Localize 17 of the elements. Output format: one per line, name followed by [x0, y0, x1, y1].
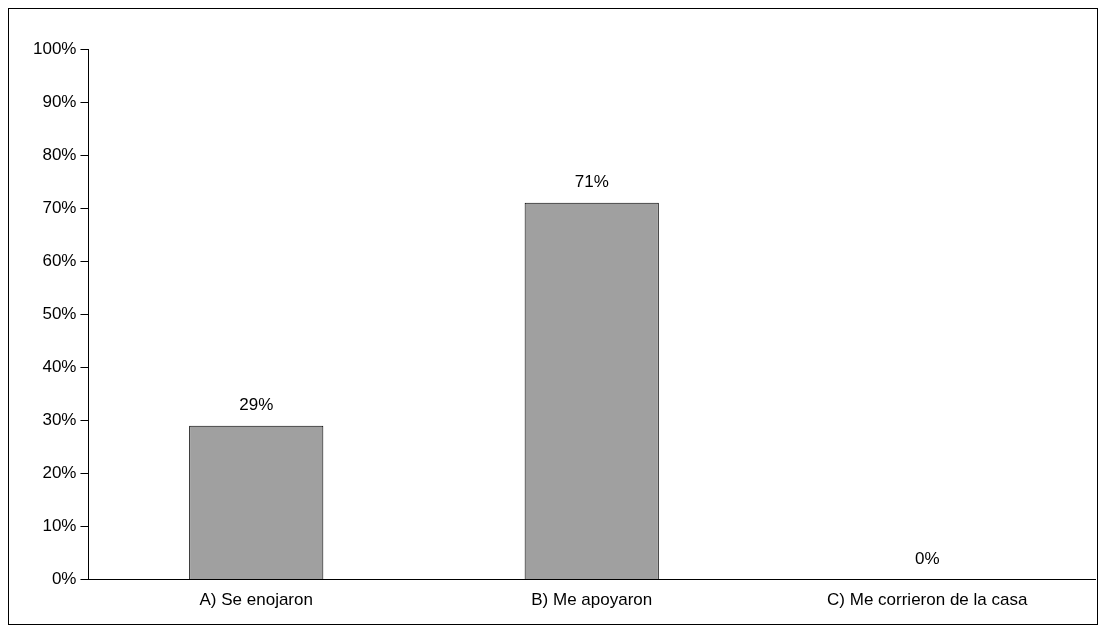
data-label: 71% — [574, 172, 609, 192]
x-tick-label: C) Me corrieron de la casa — [827, 590, 1028, 610]
y-tick-label: 0% — [51, 569, 77, 589]
y-tick-label: 100% — [33, 38, 77, 58]
x-tick-label: A) Se enojaron — [199, 590, 313, 610]
data-label: 0% — [914, 548, 940, 568]
y-tick-label: 70% — [42, 197, 77, 217]
y-tick-label: 10% — [42, 516, 77, 536]
y-tick-label: 50% — [42, 303, 77, 323]
y-tick-label: 60% — [42, 250, 77, 270]
y-tick-label: 90% — [42, 91, 77, 111]
y-tick-label: 20% — [42, 463, 77, 483]
x-tick-label: B) Me apoyaron — [531, 590, 653, 610]
y-tick-label: 30% — [42, 410, 77, 430]
data-label: 29% — [239, 394, 274, 414]
y-tick-label: 80% — [42, 144, 77, 164]
y-tick-label: 40% — [42, 357, 77, 377]
